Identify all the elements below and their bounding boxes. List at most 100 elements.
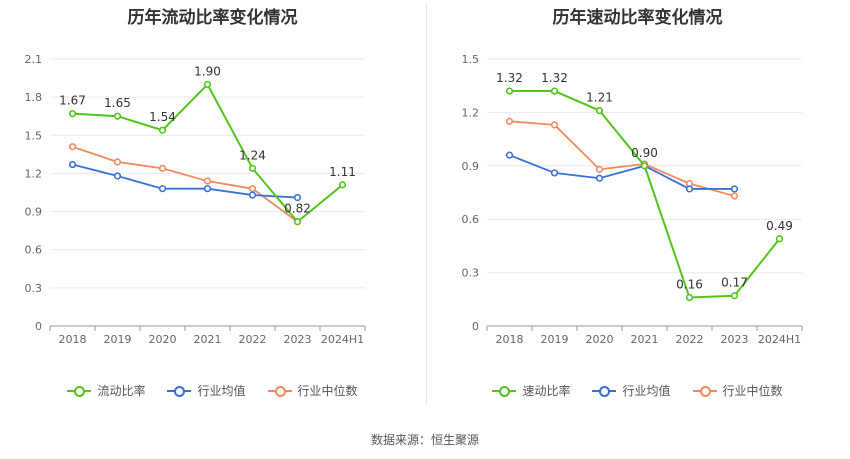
data-point xyxy=(113,158,122,166)
legend: 速动比率 行业均值 行业中位数 xyxy=(425,382,850,399)
data-point xyxy=(113,172,122,180)
data-point xyxy=(203,177,212,185)
legend-label: 速动比率 xyxy=(522,384,571,398)
legend-marker-icon xyxy=(67,385,92,397)
x-tick-label: 2018 xyxy=(59,333,87,346)
data-point xyxy=(505,87,514,95)
data-point xyxy=(595,165,604,173)
y-tick-label: 0 xyxy=(472,320,479,333)
quick-ratio-plot: 0 0.3 0.6 0.9 1.2 1.5 2018 2019 2020 2021 2022 2023… xyxy=(462,53,803,346)
data-label: 1.32 xyxy=(541,71,568,85)
data-point xyxy=(68,143,77,151)
data-label: 1.32 xyxy=(496,71,523,85)
x-tick-label: 2022 xyxy=(676,333,704,346)
data-point xyxy=(158,126,167,134)
data-point xyxy=(595,174,604,182)
x-tick-label: 2021 xyxy=(194,333,222,346)
current-ratio-chart: 历年流动比率变化情况 0 0.3 0.6 0.9 1.2 1.5 1.8 2.1 2018 201… xyxy=(0,0,425,420)
series-line xyxy=(509,154,735,190)
data-point xyxy=(775,235,784,243)
x-tick-label: 2024H1 xyxy=(321,333,364,346)
data-label: 1.21 xyxy=(586,91,613,105)
data-point xyxy=(595,107,604,115)
legend: 流动比率 行业均值 行业中位数 xyxy=(0,382,425,399)
legend-marker-icon xyxy=(592,385,617,397)
legend-label: 行业均值 xyxy=(197,384,246,398)
data-point xyxy=(68,110,77,118)
x-tick-label: 2018 xyxy=(496,333,524,346)
data-point xyxy=(550,121,559,129)
chart-title: 历年流动比率变化情况 xyxy=(127,8,298,28)
legend-item[interactable]: 流动比率 xyxy=(67,382,145,399)
y-tick-label: 0.3 xyxy=(25,282,43,295)
data-point xyxy=(203,185,212,193)
data-label: 1.65 xyxy=(104,96,131,110)
data-label: 1.11 xyxy=(329,165,356,179)
data-point xyxy=(158,185,167,193)
data-point xyxy=(158,164,167,172)
data-label: 1.67 xyxy=(59,94,86,108)
legend-item[interactable]: 速动比率 xyxy=(492,382,570,399)
legend-marker-icon xyxy=(692,385,717,397)
legend-item[interactable]: 行业均值 xyxy=(592,382,671,399)
series-line xyxy=(509,90,781,299)
x-tick-label: 2024H1 xyxy=(758,333,801,346)
legend-label: 行业中位数 xyxy=(297,384,358,398)
x-tick-label: 2021 xyxy=(631,333,659,346)
legend-item[interactable]: 行业均值 xyxy=(167,382,246,399)
data-label: 0.17 xyxy=(721,276,748,290)
series-line xyxy=(72,145,299,223)
data-label: 1.54 xyxy=(149,110,176,124)
data-point xyxy=(550,87,559,95)
x-tick-label: 2020 xyxy=(149,333,177,346)
x-tick-label: 2023 xyxy=(721,333,749,346)
data-label: 0.16 xyxy=(676,278,703,292)
x-tick-label: 2019 xyxy=(104,333,132,346)
legend-marker-icon xyxy=(492,385,517,397)
legend-marker-icon xyxy=(167,385,192,397)
data-point xyxy=(505,151,514,159)
data-label: 1.24 xyxy=(239,148,266,162)
legend-marker-icon xyxy=(267,385,292,397)
data-point xyxy=(248,164,257,172)
data-label: 1.90 xyxy=(194,64,221,78)
y-tick-label: 0.3 xyxy=(462,267,480,280)
y-tick-label: 0.6 xyxy=(25,244,43,257)
data-point xyxy=(293,193,302,202)
data-point xyxy=(338,181,347,189)
y-tick-label: 1.5 xyxy=(462,53,480,66)
data-point xyxy=(685,185,694,193)
legend-item[interactable]: 行业中位数 xyxy=(692,382,783,399)
y-tick-label: 0.6 xyxy=(462,213,480,226)
current-ratio-plot: 0 0.3 0.6 0.9 1.2 1.5 1.8 2.1 2018 2019 2020 2021 20… xyxy=(25,53,366,346)
data-point xyxy=(730,185,739,193)
legend-label: 行业均值 xyxy=(622,384,671,398)
y-tick-label: 1.2 xyxy=(25,167,43,180)
x-tick-label: 2020 xyxy=(586,333,614,346)
legend-item[interactable]: 行业中位数 xyxy=(267,382,358,399)
data-point xyxy=(113,112,122,120)
y-tick-label: 0.9 xyxy=(25,206,43,219)
panel-divider xyxy=(426,4,427,404)
data-point xyxy=(730,192,739,200)
y-tick-label: 0.9 xyxy=(462,160,480,173)
data-point xyxy=(505,117,514,125)
data-label: 0.82 xyxy=(284,202,311,216)
y-tick-label: 0 xyxy=(35,320,42,333)
series-line xyxy=(72,163,298,199)
data-point xyxy=(640,162,649,170)
data-point xyxy=(248,185,257,193)
x-tick-label: 2023 xyxy=(284,333,312,346)
data-point xyxy=(685,293,694,302)
y-tick-label: 2.1 xyxy=(25,53,43,66)
chart-title: 历年速动比率变化情况 xyxy=(552,8,723,28)
quick-ratio-chart: 历年速动比率变化情况 0 0.3 0.6 0.9 1.2 1.5 2018 2019 2020 2… xyxy=(425,0,850,420)
data-point xyxy=(550,169,559,177)
y-tick-label: 1.5 xyxy=(25,129,43,142)
data-label: 0.49 xyxy=(766,219,793,233)
legend-label: 行业中位数 xyxy=(722,384,783,398)
data-source-note: 数据来源：恒生聚源 xyxy=(370,433,479,447)
data-point xyxy=(203,80,212,89)
data-point xyxy=(248,191,257,199)
data-point xyxy=(68,160,77,169)
